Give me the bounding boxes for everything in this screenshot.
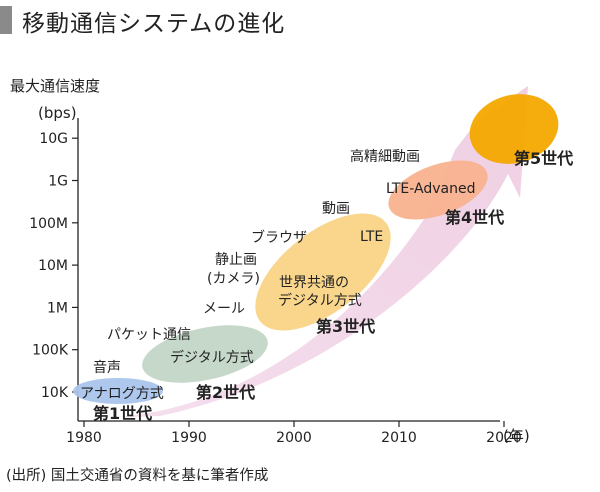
source-note: (出所) 国土交通省の資料を基に筆者作成 bbox=[6, 468, 269, 484]
service-camera: (カメラ) bbox=[207, 271, 260, 287]
y-tick-label: 100M bbox=[29, 216, 68, 232]
service-packet: パケット通信 bbox=[107, 327, 191, 343]
service-video: 動画 bbox=[322, 201, 350, 217]
title-accent-bar bbox=[0, 6, 12, 34]
service-lte: LTE bbox=[360, 229, 383, 245]
y-tick-label: 1G bbox=[48, 174, 68, 190]
gen3-ellipse bbox=[255, 213, 391, 331]
gen2-label: 第2世代 bbox=[196, 383, 255, 402]
gen1-label: 第1世代 bbox=[93, 404, 152, 423]
x-tick-label: 2020 bbox=[486, 430, 522, 446]
x-tick-label: 2000 bbox=[276, 430, 312, 446]
gen2-method: デジタル方式 bbox=[170, 349, 254, 366]
gen2-ellipse bbox=[142, 325, 268, 383]
service-browser: ブラウザ bbox=[251, 229, 307, 246]
y-axis-label: 最大通信速度 bbox=[10, 77, 100, 95]
y-tick-label: 1M bbox=[47, 300, 68, 316]
y-tick-label: 10G bbox=[39, 131, 68, 147]
x-axis-label: (年) bbox=[503, 427, 530, 445]
x-tick-label: 2010 bbox=[381, 430, 417, 446]
page-title: 移動通信システムの進化 bbox=[22, 11, 286, 37]
gen4-method: LTE-Advaned bbox=[386, 181, 475, 197]
y-tick-label: 10K bbox=[41, 385, 69, 401]
y-tick-label: 100K bbox=[32, 343, 69, 359]
gen1-method: アナログ方式 bbox=[80, 386, 164, 402]
service-still-image: 静止画 bbox=[215, 252, 257, 268]
service-hd-video: 高精細動画 bbox=[350, 148, 420, 165]
gen3-method-line2: デジタル方式 bbox=[278, 292, 362, 309]
gen3-method-line1: 世界共通の bbox=[279, 275, 349, 291]
gen1-ellipse bbox=[73, 378, 163, 404]
y-axis-unit: (bps) bbox=[38, 104, 77, 122]
service-mail: メール bbox=[203, 301, 245, 317]
gen5-ellipse bbox=[469, 94, 559, 164]
y-tick-label: 10M bbox=[38, 258, 68, 274]
gen4-label: 第4世代 bbox=[445, 208, 504, 227]
x-tick-label: 1990 bbox=[171, 430, 207, 446]
gen4-ellipse bbox=[388, 160, 488, 220]
service-voice: 音声 bbox=[93, 359, 121, 376]
gen3-label: 第3世代 bbox=[316, 317, 375, 336]
gen5-label: 第5世代 bbox=[514, 149, 573, 168]
x-tick-label: 1980 bbox=[66, 430, 102, 446]
